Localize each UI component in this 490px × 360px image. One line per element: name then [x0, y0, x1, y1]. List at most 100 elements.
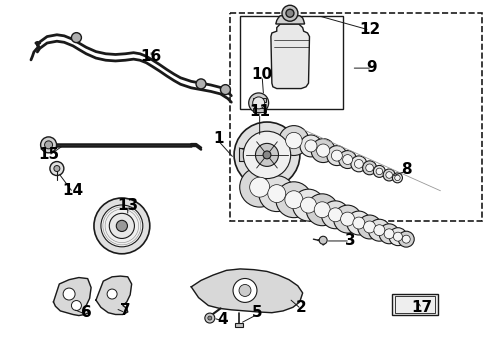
Circle shape	[389, 228, 407, 246]
Circle shape	[54, 166, 60, 171]
Circle shape	[376, 168, 383, 175]
Circle shape	[196, 79, 206, 89]
Circle shape	[306, 194, 338, 226]
Circle shape	[208, 316, 212, 320]
Circle shape	[351, 156, 367, 172]
Circle shape	[347, 211, 371, 235]
Circle shape	[94, 198, 150, 254]
Circle shape	[379, 224, 399, 244]
Bar	[253, 98, 266, 102]
Text: 6: 6	[81, 305, 92, 320]
Circle shape	[234, 122, 300, 188]
Circle shape	[107, 289, 117, 299]
Circle shape	[358, 215, 382, 239]
Circle shape	[327, 146, 347, 166]
Text: 4: 4	[218, 312, 228, 327]
Circle shape	[282, 5, 298, 21]
Bar	[253, 108, 266, 112]
Circle shape	[386, 172, 392, 178]
Circle shape	[259, 176, 294, 212]
Polygon shape	[191, 269, 303, 313]
Circle shape	[402, 235, 410, 243]
Circle shape	[311, 139, 335, 163]
Circle shape	[353, 217, 365, 229]
Circle shape	[279, 126, 309, 156]
Circle shape	[50, 162, 64, 175]
Text: 15: 15	[38, 147, 59, 162]
Circle shape	[286, 9, 294, 17]
Circle shape	[374, 225, 385, 236]
Circle shape	[253, 97, 265, 109]
Circle shape	[239, 284, 251, 296]
Text: 16: 16	[141, 49, 162, 64]
Polygon shape	[96, 276, 132, 315]
Text: 7: 7	[120, 303, 131, 318]
Bar	[230, 13, 482, 221]
Text: 12: 12	[359, 22, 380, 37]
Circle shape	[250, 177, 270, 197]
Circle shape	[398, 231, 414, 247]
Circle shape	[109, 213, 134, 238]
Circle shape	[343, 155, 352, 165]
Bar	[239, 148, 256, 161]
Circle shape	[392, 173, 402, 183]
Circle shape	[314, 202, 330, 218]
Circle shape	[293, 189, 324, 221]
Text: 10: 10	[251, 67, 272, 82]
Circle shape	[393, 232, 402, 241]
Circle shape	[233, 279, 257, 302]
Text: 17: 17	[411, 300, 433, 315]
Polygon shape	[53, 278, 91, 316]
Bar	[392, 294, 438, 315]
Circle shape	[116, 220, 127, 231]
Text: 3: 3	[345, 234, 355, 248]
Circle shape	[285, 191, 303, 209]
Circle shape	[240, 167, 280, 207]
Circle shape	[395, 175, 400, 181]
Circle shape	[368, 219, 391, 241]
Text: 8: 8	[401, 162, 412, 177]
Circle shape	[341, 212, 355, 226]
Circle shape	[328, 208, 343, 222]
Circle shape	[305, 140, 317, 152]
Circle shape	[363, 161, 377, 175]
Circle shape	[319, 236, 327, 244]
Circle shape	[63, 288, 75, 300]
Circle shape	[249, 93, 269, 113]
Bar	[235, 323, 243, 327]
Circle shape	[321, 201, 349, 229]
Circle shape	[72, 301, 81, 310]
Text: 1: 1	[213, 131, 223, 146]
Circle shape	[276, 182, 312, 218]
Circle shape	[268, 185, 286, 203]
Circle shape	[101, 205, 143, 247]
Text: 5: 5	[252, 305, 263, 320]
Circle shape	[317, 144, 330, 157]
Circle shape	[366, 164, 373, 172]
Text: 14: 14	[62, 183, 84, 198]
Polygon shape	[271, 24, 310, 89]
Circle shape	[383, 169, 395, 181]
Text: 11: 11	[249, 104, 270, 120]
Circle shape	[300, 135, 322, 157]
Circle shape	[45, 141, 52, 149]
Circle shape	[384, 229, 394, 239]
Polygon shape	[276, 16, 305, 24]
Circle shape	[205, 313, 215, 323]
Circle shape	[41, 137, 56, 153]
Circle shape	[354, 159, 363, 168]
Circle shape	[373, 165, 385, 177]
Circle shape	[364, 221, 375, 233]
Circle shape	[334, 205, 362, 233]
Circle shape	[220, 85, 230, 95]
Circle shape	[300, 197, 317, 213]
Text: 9: 9	[367, 59, 377, 75]
Text: 2: 2	[296, 300, 307, 315]
Bar	[394, 296, 435, 313]
Circle shape	[72, 33, 81, 42]
Circle shape	[263, 151, 271, 159]
Circle shape	[339, 150, 357, 168]
Circle shape	[244, 131, 291, 179]
Circle shape	[255, 143, 278, 166]
Circle shape	[286, 132, 302, 149]
